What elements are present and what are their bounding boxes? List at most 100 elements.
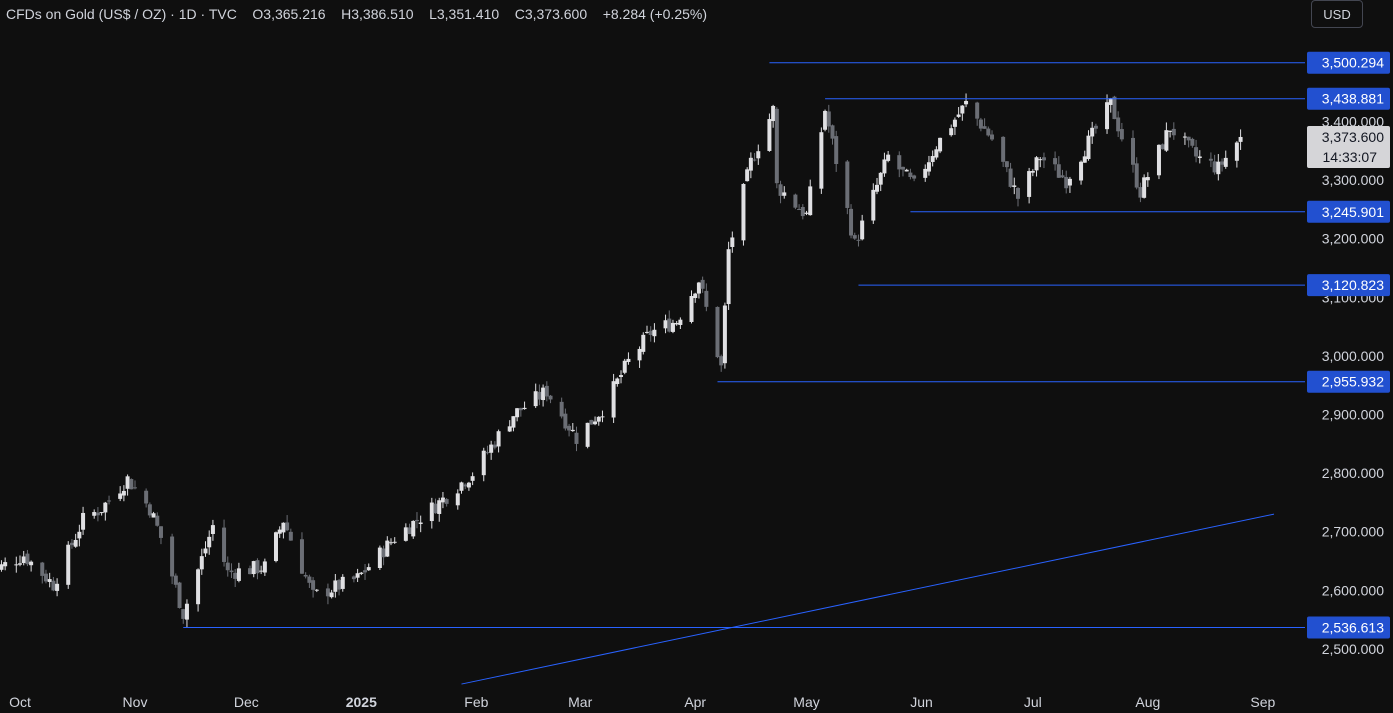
candle-body xyxy=(1030,171,1035,173)
candle-body xyxy=(722,305,727,364)
level-tag-label: 3,245.901 xyxy=(1322,204,1384,220)
candle-body xyxy=(437,500,442,514)
candle-body xyxy=(355,573,360,578)
candle-body xyxy=(144,490,149,504)
candle-body xyxy=(952,119,957,127)
x-tick-label: May xyxy=(793,694,819,710)
candle-body xyxy=(199,556,204,570)
candle-body xyxy=(667,318,672,332)
candle-body xyxy=(414,519,419,522)
candle-body xyxy=(804,212,809,214)
x-tick-label: Mar xyxy=(568,694,592,710)
x-tick-label: Jun xyxy=(910,694,933,710)
candle-body xyxy=(73,539,78,547)
candle-body xyxy=(767,119,772,151)
level-tag-label: 3,500.294 xyxy=(1322,55,1384,71)
candle-body xyxy=(518,407,523,411)
level-tag-label: 2,955.932 xyxy=(1322,374,1384,390)
candle-body xyxy=(1208,158,1213,161)
candle-body xyxy=(147,504,152,516)
candle-body xyxy=(196,569,201,605)
candle-body xyxy=(277,529,282,534)
currency-button[interactable]: USD xyxy=(1311,0,1363,28)
candle-body xyxy=(826,111,831,127)
y-tick-label: 3,400.000 xyxy=(1322,114,1384,130)
candle-body xyxy=(229,570,234,573)
last-price-tag xyxy=(1307,125,1390,168)
candle-body xyxy=(459,482,464,491)
candle-body xyxy=(856,239,861,241)
candle-body xyxy=(696,282,701,294)
candle-body xyxy=(47,579,52,582)
level-tag-label: 3,120.823 xyxy=(1322,277,1384,293)
candle-body xyxy=(1053,158,1058,165)
y-tick-label: 3,200.000 xyxy=(1322,231,1384,247)
candle-body xyxy=(956,114,961,117)
candle-body xyxy=(797,209,802,211)
candle-body xyxy=(1131,137,1135,165)
candle-body xyxy=(1164,130,1169,151)
candle-body xyxy=(285,522,290,531)
candle-body xyxy=(559,401,564,417)
candle-body xyxy=(774,108,779,184)
candle-body xyxy=(1060,175,1065,178)
candle-body xyxy=(938,137,943,152)
candle-body xyxy=(567,425,572,431)
candle-body xyxy=(51,580,56,591)
last-price-label: 3,373.600 xyxy=(1322,129,1384,145)
candle-body xyxy=(29,561,34,566)
symbol-name[interactable]: CFDs on Gold (US$ / OZ) xyxy=(6,6,167,22)
candle-body xyxy=(771,105,776,122)
candle-body xyxy=(689,296,694,322)
candle-body xyxy=(849,208,854,236)
y-tick-label: 2,800.000 xyxy=(1322,465,1384,481)
candle-body xyxy=(1112,96,1117,120)
candle-body xyxy=(1067,178,1072,186)
level-tag xyxy=(1307,87,1390,110)
trendline-line[interactable] xyxy=(461,513,1275,685)
interval[interactable]: 1D xyxy=(178,6,197,22)
candle-body xyxy=(1116,117,1121,132)
candle-body xyxy=(611,381,616,418)
candle-body xyxy=(860,220,865,240)
candle-body xyxy=(255,560,260,574)
candle-body xyxy=(622,360,627,373)
candle-body xyxy=(1138,187,1143,198)
time-axis[interactable]: Oct Nov Dec 2025 Feb Mar Apr May Jun Jul Aug Sep xyxy=(9,694,1275,710)
candle-body xyxy=(14,564,19,566)
candle-body xyxy=(236,568,241,581)
candle-body xyxy=(593,421,598,425)
candle-body xyxy=(303,575,308,577)
candle-body xyxy=(1012,185,1017,187)
ohlc-high: H3,386.510 xyxy=(341,6,414,22)
candle-body xyxy=(1190,138,1195,146)
candle-body xyxy=(619,375,624,377)
candle-body xyxy=(548,395,553,400)
candle-body xyxy=(897,155,902,170)
candle-body xyxy=(1142,177,1147,198)
candle-body xyxy=(882,159,887,174)
y-tick-label: 3,000.000 xyxy=(1322,348,1384,364)
candle-body xyxy=(1156,144,1161,176)
candle-body xyxy=(544,385,549,397)
candle-body xyxy=(1238,136,1243,142)
candle-body xyxy=(533,391,538,407)
candle-body xyxy=(1027,171,1032,197)
x-tick-label: Feb xyxy=(464,694,488,710)
candle-body xyxy=(173,575,178,585)
candle-body xyxy=(700,279,705,289)
candle-body xyxy=(485,452,490,454)
candle-body xyxy=(674,323,679,325)
candle-body xyxy=(411,520,416,537)
candle-body xyxy=(782,192,787,196)
candle-body xyxy=(975,102,980,119)
candle-body xyxy=(181,609,186,619)
candlestick-series xyxy=(0,93,1243,628)
candle-body xyxy=(808,186,813,216)
candle-body xyxy=(615,378,620,385)
candle-body xyxy=(366,567,371,571)
trendline[interactable] xyxy=(461,513,1275,685)
candle-body xyxy=(644,331,649,333)
candle-body xyxy=(203,548,208,554)
